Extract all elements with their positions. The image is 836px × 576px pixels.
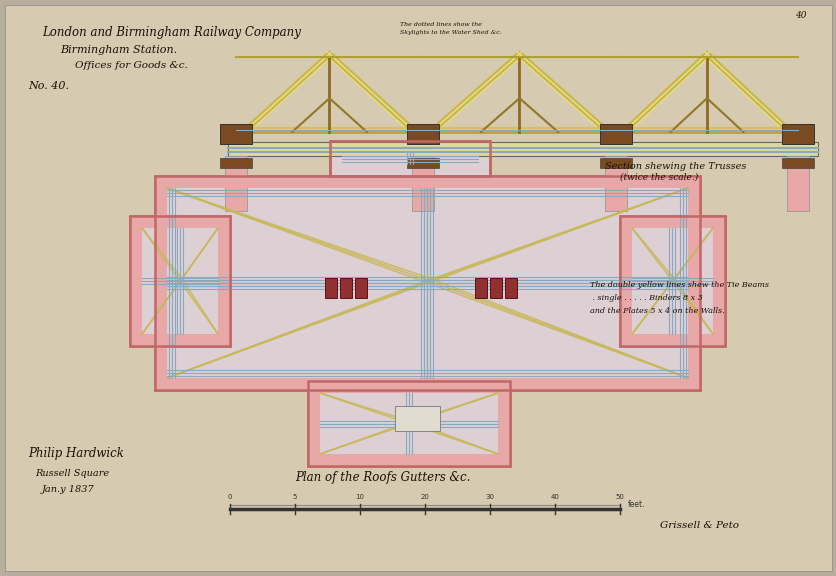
Bar [130,216,230,228]
Text: feet.: feet. [627,500,645,509]
Text: Birmingham Station.: Birmingham Station. [60,45,177,55]
Bar [781,158,813,168]
Text: Section shewing the Trusses: Section shewing the Trusses [604,162,746,171]
Text: Grissell & Peto: Grissell & Peto [660,521,738,530]
Bar [406,124,438,144]
Bar [786,156,808,211]
Bar [155,176,699,390]
Text: The dotted lines show the: The dotted lines show the [400,22,482,27]
Bar [130,216,230,346]
Bar [324,278,337,298]
Text: (twice the scale.): (twice the scale.) [619,173,697,182]
Text: 50: 50 [614,494,624,500]
Bar [619,216,724,346]
Text: 40: 40 [550,494,558,500]
Bar [155,378,699,390]
Bar [489,278,502,298]
Text: Skylights to the Water Shed &c.: Skylights to the Water Shed &c. [400,30,501,35]
Text: 30: 30 [485,494,494,500]
Bar [227,142,817,156]
Text: Plan of the Roofs Gutters &c.: Plan of the Roofs Gutters &c. [294,471,470,484]
Bar [619,334,724,346]
Bar [339,278,352,298]
Bar [308,454,509,466]
Text: Jan.y 1837: Jan.y 1837 [42,485,94,494]
Bar [220,124,252,144]
Text: Russell Square: Russell Square [35,469,109,478]
Bar [406,158,438,168]
Bar [155,176,167,390]
Bar [599,158,631,168]
Bar [599,124,631,144]
Bar [308,381,509,466]
Text: 10: 10 [355,494,364,500]
Bar [619,216,724,346]
Bar [687,176,699,390]
Bar [130,334,230,346]
Bar [308,381,509,466]
Text: 5: 5 [293,494,297,500]
Bar [308,381,319,466]
Text: 20: 20 [420,494,429,500]
Text: The double yellow lines shew the Tie Beams
 . single . . . . . Binders 8 x 3
and: The double yellow lines shew the Tie Bea… [589,281,768,314]
Bar [604,156,626,211]
Bar [497,381,509,466]
Bar [329,141,489,176]
Bar [225,156,247,211]
Text: Offices for Goods &c.: Offices for Goods &c. [75,61,187,70]
Bar [712,216,724,346]
Bar [475,278,487,298]
Bar [308,381,509,393]
Bar [619,216,631,346]
Bar [220,158,252,168]
Bar [354,278,366,298]
Bar [217,216,230,346]
Bar [155,176,699,390]
Bar [619,216,724,228]
Text: 40: 40 [794,11,806,20]
Bar [504,278,517,298]
Text: Philip Hardwick: Philip Hardwick [28,447,124,460]
Bar [411,156,434,211]
Bar [329,141,489,176]
Bar [781,124,813,144]
Text: No. 40.: No. 40. [28,81,69,91]
Text: 0: 0 [227,494,232,500]
Bar [155,176,699,188]
Bar [130,216,142,346]
Bar [130,216,230,346]
Bar [395,406,440,431]
Text: London and Birmingham Railway Company: London and Birmingham Railway Company [42,26,300,39]
